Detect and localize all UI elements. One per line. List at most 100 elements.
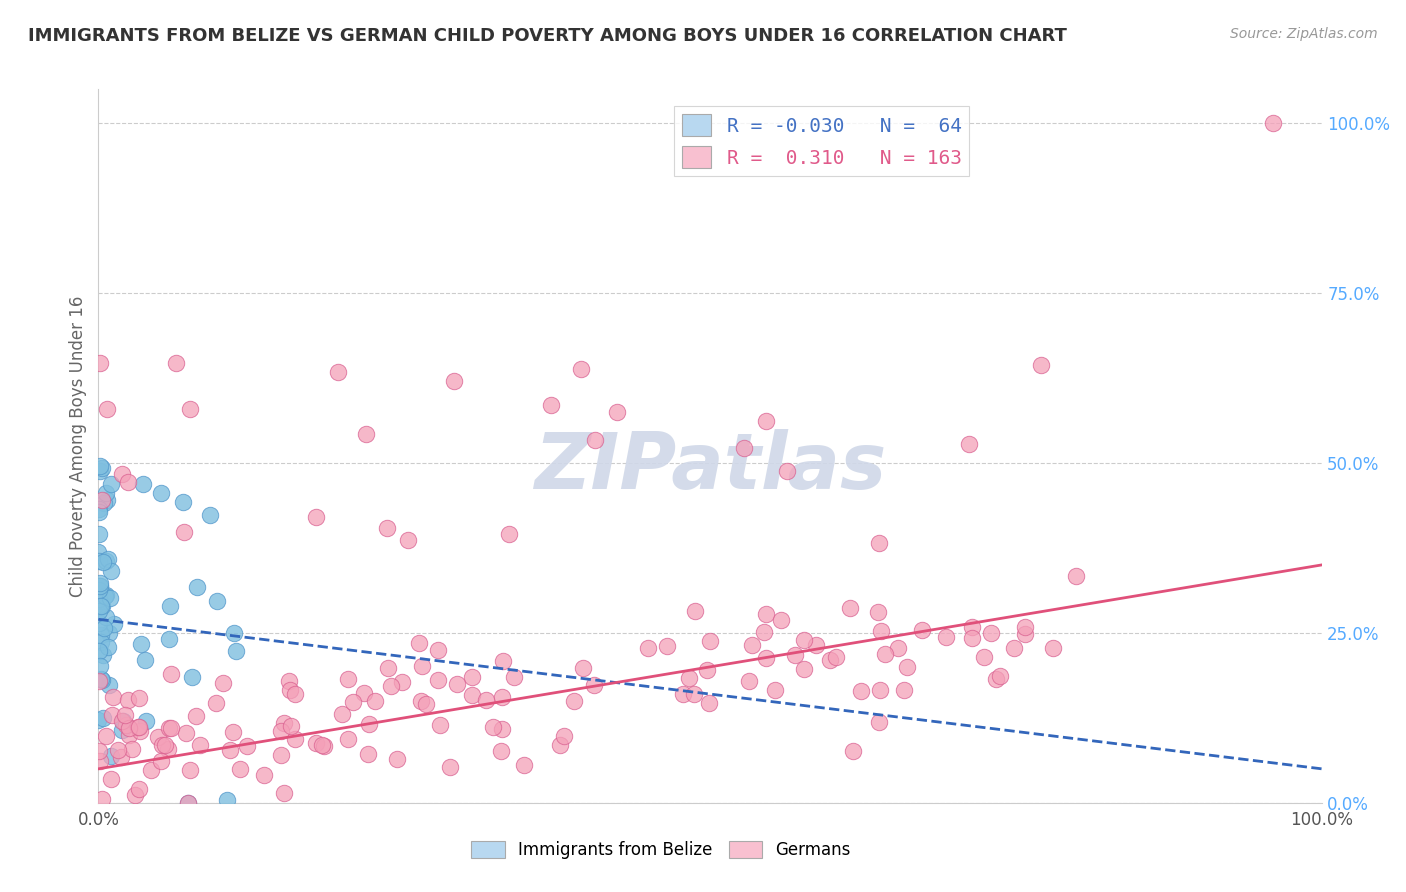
Point (93, 496, 115, 510)
Point (408, 635, 430, 649)
Point (94, 590, 117, 604)
Point (132, 477, 155, 491)
Text: IMMIGRANTS FROM BELIZE VS GERMAN CHILD POVERTY AMONG BOYS UNDER 16 CORRELATION C: IMMIGRANTS FROM BELIZE VS GERMAN CHILD P… (28, 27, 1067, 45)
Point (377, 661, 399, 675)
Point (128, 782, 150, 797)
Point (887, 641, 910, 656)
Point (90, 635, 112, 649)
Point (284, 731, 307, 746)
Point (91, 711, 114, 725)
Point (353, 686, 375, 700)
Point (128, 720, 150, 734)
Point (312, 739, 335, 754)
Point (935, 630, 957, 644)
Point (489, 744, 512, 758)
Point (253, 767, 276, 781)
Point (89, 464, 111, 478)
Point (97, 552, 120, 566)
Point (90, 461, 112, 475)
Point (121, 742, 143, 756)
Point (1029, 358, 1052, 372)
Point (87, 643, 110, 657)
Point (793, 633, 815, 648)
Point (141, 763, 163, 777)
Point (87, 713, 110, 727)
Point (685, 604, 707, 618)
Point (90, 672, 112, 686)
Point (91, 792, 114, 806)
Point (107, 743, 129, 757)
Point (87, 545, 110, 559)
Point (89, 593, 111, 607)
Point (225, 644, 247, 658)
Point (90, 628, 112, 642)
Point (157, 632, 180, 647)
Point (128, 691, 150, 706)
Point (305, 509, 328, 524)
Point (326, 365, 349, 379)
Point (280, 718, 302, 732)
Point (204, 696, 226, 710)
Point (697, 696, 720, 710)
Point (174, 725, 197, 739)
Point (97, 626, 120, 640)
Point (503, 670, 526, 684)
Point (90, 673, 112, 688)
Point (91, 648, 114, 663)
Point (117, 475, 139, 489)
Point (111, 714, 134, 728)
Point (100, 476, 122, 491)
Point (461, 670, 484, 684)
Point (873, 648, 896, 662)
Point (738, 673, 761, 688)
Point (870, 624, 893, 639)
Point (89, 579, 111, 593)
Point (96, 589, 118, 603)
Point (159, 599, 181, 613)
Point (741, 639, 763, 653)
Point (179, 763, 201, 777)
Point (304, 736, 326, 750)
Point (572, 661, 595, 675)
Point (364, 694, 387, 708)
Point (583, 434, 606, 448)
Point (357, 747, 380, 761)
Point (96, 554, 118, 568)
Point (101, 708, 124, 723)
Point (391, 674, 413, 689)
Point (960, 620, 983, 634)
Point (553, 729, 575, 743)
Point (198, 508, 221, 523)
Point (160, 721, 183, 735)
Point (148, 731, 170, 745)
Point (129, 637, 152, 651)
Point (114, 707, 136, 722)
Point (135, 714, 157, 728)
Point (980, 625, 1002, 640)
Point (221, 725, 243, 739)
Point (868, 535, 890, 549)
Legend: Immigrants from Belize, Germans: Immigrants from Belize, Germans (464, 834, 858, 866)
Point (118, 721, 141, 735)
Point (89, 659, 111, 673)
Point (672, 686, 695, 700)
Point (219, 742, 242, 756)
Point (1066, 569, 1088, 583)
Point (375, 521, 398, 535)
Point (103, 690, 125, 704)
Point (278, 682, 301, 697)
Point (896, 659, 918, 673)
Point (91, 555, 114, 569)
Text: Source: ZipAtlas.com: Source: ZipAtlas.com (1230, 27, 1378, 41)
Point (1042, 640, 1064, 655)
Point (273, 716, 295, 731)
Point (103, 617, 125, 632)
Point (785, 648, 807, 662)
Point (89, 615, 111, 630)
Point (765, 682, 787, 697)
Point (117, 693, 139, 707)
Point (89, 458, 111, 473)
Point (1014, 620, 1036, 634)
Point (111, 723, 134, 738)
Point (893, 683, 915, 698)
